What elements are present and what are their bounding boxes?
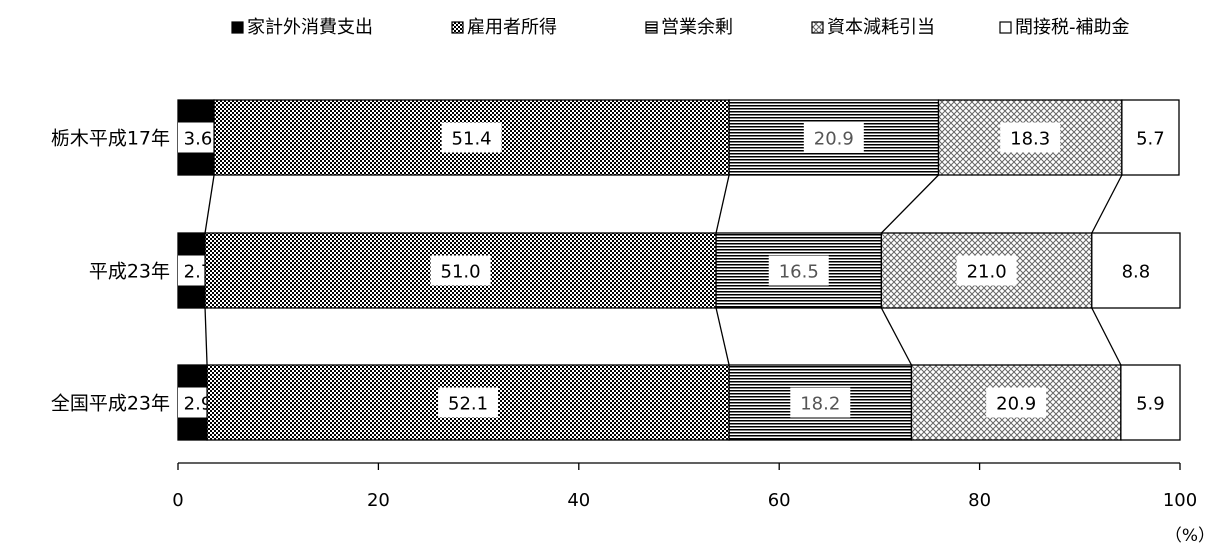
value-label-box-2-2	[430, 255, 491, 286]
connector-line-2-3	[880, 307, 913, 366]
connector-line-2-2	[715, 307, 730, 366]
bars: 3.6 51.4 20.9 18.3 5.72.7 51.0 16.5 21.0 8.82.9 5…	[177, 99, 1181, 441]
value-label-1-5: 5.7	[1136, 129, 1165, 150]
value-label-box-2-4	[956, 255, 1017, 286]
x-tick-label-20: 20	[367, 490, 390, 511]
connector-line-2-1	[204, 307, 208, 366]
x-tick-label-60: 60	[768, 490, 791, 511]
connector-line-1-4	[1091, 174, 1123, 234]
value-label-3-3: 18.2	[800, 394, 840, 415]
x-axis: 0 20 40 60 80 100	[172, 462, 1197, 511]
value-label-1-1: 3.6	[184, 129, 213, 150]
legend-swatch-4	[811, 21, 824, 34]
value-label-2-4: 21.0	[967, 262, 1007, 283]
value-label-box-3-3	[790, 387, 851, 418]
value-label-2-3: 16.5	[779, 262, 819, 283]
category-label-3: 全国平成23年	[51, 393, 170, 415]
value-label-box-1-3	[803, 122, 864, 153]
value-label-box-1-2	[441, 122, 502, 153]
legend-swatch-5	[999, 21, 1012, 34]
connector-line-1-1	[204, 174, 215, 234]
x-tick-label-100: 100	[1163, 490, 1197, 511]
value-label-box-1-5	[1125, 122, 1175, 153]
value-label-1-2: 51.4	[452, 129, 492, 150]
value-label-box-2-5	[1111, 255, 1161, 286]
x-tick-label-80: 80	[968, 490, 991, 511]
legend-swatch-1	[231, 21, 244, 34]
value-label-3-2: 52.1	[448, 394, 488, 415]
legend: 家計外消費支出 雇用者所得 営業余剰 資本減耗引当 間接税-補助金	[231, 17, 1130, 38]
value-label-3-5: 5.9	[1136, 394, 1165, 415]
legend-swatch-3	[645, 21, 658, 34]
x-tick-label-40: 40	[567, 490, 590, 511]
value-label-3-1: 2.9	[184, 394, 213, 415]
connector-line-1-2	[715, 174, 730, 234]
value-label-box-3-5	[1125, 387, 1175, 418]
value-label-2-5: 8.8	[1122, 262, 1151, 283]
value-label-1-4: 18.3	[1010, 129, 1050, 150]
category-label-2: 平成23年	[89, 261, 170, 283]
connector-line-2-4	[1091, 307, 1122, 366]
category-label-1: 栃木平成17年	[51, 128, 170, 150]
connector-line-1-3	[880, 174, 939, 234]
legend-swatch-2	[451, 21, 464, 34]
value-label-box-1-1	[178, 122, 218, 153]
legend-label-2: 雇用者所得	[467, 17, 557, 38]
x-tick-label-0: 0	[172, 490, 183, 511]
value-label-2-2: 51.0	[441, 262, 481, 283]
legend-label-3: 営業余剰	[661, 17, 733, 38]
x-axis-unit-label: （%）	[1165, 526, 1215, 546]
value-label-box-2-3	[768, 255, 829, 286]
value-label-box-1-4	[1000, 122, 1061, 153]
legend-label-5: 間接税-補助金	[1015, 17, 1130, 38]
value-label-1-3: 20.9	[814, 129, 854, 150]
value-label-3-4: 20.9	[996, 394, 1036, 415]
legend-label-4: 資本減耗引当	[827, 17, 935, 38]
legend-label-1: 家計外消費支出	[247, 17, 373, 38]
value-label-box-3-4	[986, 387, 1047, 418]
connector-lines	[204, 174, 1123, 366]
value-label-box-3-2	[438, 387, 499, 418]
